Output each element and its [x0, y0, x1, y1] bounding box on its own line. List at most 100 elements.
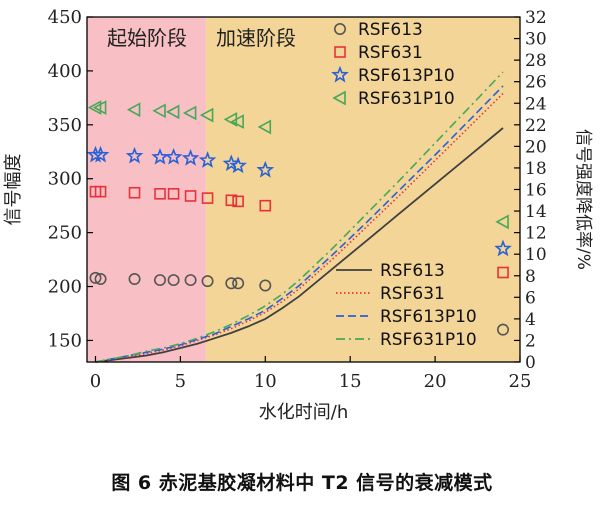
- legend-line-label-rsf631: RSF631: [380, 284, 445, 304]
- y-right-tick-label-16: 16: [525, 181, 547, 201]
- marker-series: [86, 100, 512, 336]
- figure-caption: 图 6 赤泥基胶凝材料中 T2 信号的衰减模式: [111, 472, 493, 494]
- point-rsf613-8: [232, 277, 245, 290]
- y-right-tick-label-30: 30: [525, 30, 547, 50]
- point-rsf631-8: [232, 195, 244, 208]
- point-rsf631-4: [167, 188, 180, 200]
- point-rsf613p10-1: [91, 145, 110, 163]
- line-series-rsf613: [95, 127, 504, 363]
- x-tick-label-10: 10: [254, 371, 277, 392]
- y-right-tick-label-4: 4: [525, 310, 536, 330]
- point-rsf631p10-4: [165, 104, 180, 120]
- x-tick-label-20: 20: [424, 371, 447, 392]
- legend-marker-rsf613: [333, 22, 346, 35]
- point-rsf631p10-2: [126, 102, 141, 118]
- point-rsf613-6: [201, 275, 214, 288]
- point-rsf613-2: [128, 272, 141, 285]
- point-rsf631p10-0: [87, 100, 102, 115]
- x-axis-label: 水化时间/h: [259, 402, 348, 423]
- point-rsf631-9: [259, 199, 272, 212]
- point-rsf613p10-3: [151, 147, 169, 165]
- line-series-rsf613p10: [95, 85, 504, 363]
- y-left-tick-label-250: 250: [48, 223, 82, 244]
- y-right-tick-label-18: 18: [525, 159, 547, 179]
- y-left-tick-label-450: 450: [48, 7, 82, 28]
- legends: RSF613 RSF631 RSF613P10 RSF631P10 RSF613 RSF6…: [331, 20, 477, 350]
- point-rsf613-0: [89, 271, 102, 284]
- y-right-tick-label-20: 20: [525, 137, 547, 157]
- point-rsf613-4: [167, 274, 180, 287]
- y-right-tick-label-24: 24: [525, 94, 547, 114]
- legend-marker-rsf613p10: [331, 65, 349, 83]
- line-series: [95, 71, 504, 363]
- point-rsf631-1: [94, 185, 107, 198]
- y-right-tick-label-10: 10: [525, 245, 547, 265]
- legend-line-label-rsf613: RSF613: [380, 261, 445, 281]
- point-rsf631-10: [497, 266, 509, 279]
- y-right-tick-label-2: 2: [525, 331, 536, 351]
- point-rsf631-5: [184, 190, 197, 202]
- point-rsf613-9: [259, 279, 272, 292]
- y-axis-right-label: 信号强度降低率/%: [573, 129, 593, 270]
- point-rsf613-10: [497, 323, 510, 336]
- y-right-tick-label-14: 14: [525, 202, 547, 222]
- point-rsf613-3: [154, 274, 167, 287]
- point-rsf631p10-5: [182, 105, 197, 121]
- y-right-tick-label-26: 26: [525, 73, 547, 93]
- y-right-tick-label-6: 6: [525, 288, 536, 308]
- x-tick-label-15: 15: [339, 371, 362, 392]
- y-axis-left-label: 信号幅度: [3, 154, 24, 226]
- point-rsf613-7: [225, 277, 238, 290]
- y-left-tick-label-150: 150: [48, 330, 82, 351]
- point-rsf613p10-8: [229, 156, 247, 174]
- y-right-tick-label-0: 0: [525, 353, 536, 373]
- legend-line-label-rsf613p10: RSF613P10: [380, 307, 477, 327]
- point-rsf613-1: [94, 272, 107, 285]
- legend-marker-rsf631: [334, 46, 346, 58]
- point-rsf613p10-6: [198, 151, 217, 168]
- legend-marker-label-rsf613: RSF613: [358, 20, 423, 40]
- legend-marker-rsf631p10: [332, 90, 346, 106]
- point-rsf613p10-0: [86, 145, 105, 163]
- y-right-tick-label-8: 8: [525, 267, 536, 287]
- point-rsf631p10-3: [152, 103, 166, 119]
- point-rsf631p10-10: [495, 214, 509, 230]
- stage-region-1: [205, 17, 521, 362]
- x-tick-label-25: 25: [509, 371, 532, 392]
- point-rsf631p10-8: [230, 114, 244, 129]
- line-series-rsf631p10: [95, 71, 504, 363]
- y-left-tick-label-350: 350: [48, 115, 82, 136]
- axis-text: 起始阶段 加速阶段 0 5 10 15 20 25 150 200 250 300 350 400 450 0…: [3, 7, 593, 423]
- point-rsf631-3: [154, 188, 166, 200]
- point-rsf631-6: [201, 192, 214, 204]
- point-rsf613-5: [184, 274, 197, 287]
- x-tick-label-5: 5: [175, 371, 186, 392]
- y-left-tick-label-300: 300: [48, 169, 82, 190]
- point-rsf613p10-2: [125, 146, 144, 164]
- point-rsf631-7: [225, 194, 238, 207]
- y-left-tick-label-200: 200: [48, 277, 82, 298]
- point-rsf631p10-1: [92, 100, 107, 115]
- y-right-tick-label-32: 32: [525, 8, 547, 28]
- stage-background: [87, 17, 521, 362]
- point-rsf613p10-5: [181, 148, 200, 166]
- stage-label-0: 起始阶段: [107, 26, 187, 50]
- point-rsf631p10-6: [199, 107, 214, 123]
- point-rsf613p10-9: [256, 160, 275, 178]
- legend-marker-label-rsf631p10: RSF631P10: [358, 89, 455, 109]
- stage-region-0: [87, 17, 206, 362]
- axis-ticks: [87, 16, 521, 363]
- y-right-tick-label-22: 22: [525, 116, 547, 136]
- stage-label-1: 加速阶段: [216, 26, 296, 50]
- point-rsf613p10-4: [164, 148, 183, 165]
- point-rsf631-2: [128, 186, 141, 199]
- y-right-tick-label-28: 28: [525, 51, 547, 71]
- point-rsf631p10-9: [257, 119, 272, 135]
- y-left-tick-label-400: 400: [48, 61, 82, 82]
- chart: 起始阶段 加速阶段 0 5 10 15 20 25 150 200 250 300 350 400 450 0…: [3, 7, 593, 423]
- legend-marker-label-rsf631: RSF631: [358, 43, 423, 63]
- x-tick-label-0: 0: [90, 371, 101, 392]
- y-right-tick-label-12: 12: [525, 224, 547, 244]
- point-rsf613p10-10: [494, 239, 512, 257]
- legend-line-label-rsf631p10: RSF631P10: [380, 330, 477, 350]
